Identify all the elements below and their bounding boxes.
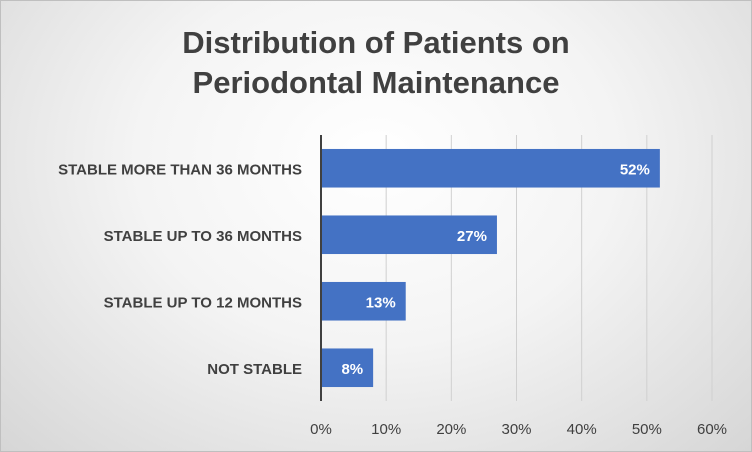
x-tick-label: 50% (632, 421, 662, 438)
x-tick-label: 40% (567, 421, 597, 438)
chart-title-line-2: Periodontal Maintenance (192, 65, 560, 100)
category-label: NOT STABLE (207, 361, 302, 378)
data-label: 27% (457, 228, 487, 245)
category-label: STABLE UP TO 36 MONTHS (104, 228, 302, 245)
x-tick-label: 0% (310, 421, 332, 438)
bar (321, 215, 497, 255)
x-tick-label: 60% (697, 421, 727, 438)
data-label: 52% (620, 161, 650, 178)
x-tick-label: 20% (436, 421, 466, 438)
bar (321, 148, 660, 188)
bar (321, 281, 406, 321)
x-tick-label: 30% (501, 421, 531, 438)
bar (321, 348, 374, 388)
category-label: STABLE UP TO 12 MONTHS (104, 294, 302, 311)
x-tick-label: 10% (371, 421, 401, 438)
chart-title: Distribution of Patients on Periodontal … (1, 23, 751, 103)
data-label: 8% (341, 361, 363, 378)
category-label: STABLE MORE THAN 36 MONTHS (58, 161, 302, 178)
data-label: 13% (366, 294, 396, 311)
chart-title-line-1: Distribution of Patients on (182, 25, 570, 60)
